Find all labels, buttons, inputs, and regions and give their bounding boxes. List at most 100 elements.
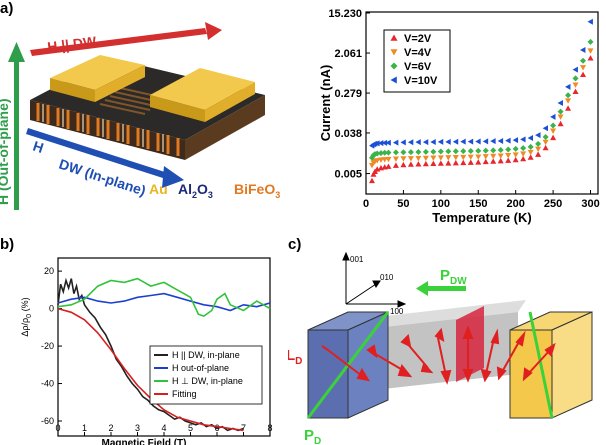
iv-data-point: [430, 138, 436, 145]
panel-label-a: a): [0, 0, 14, 17]
iv-data-point: [430, 155, 437, 161]
iv-data-point: [557, 120, 564, 127]
device-schematic: H || DW H (Out-of-plane) H DW (In-plane)…: [0, 22, 280, 210]
iv-legend-label: V=10V: [404, 75, 438, 87]
iv-data-point: [475, 159, 482, 165]
iv-data-point: [580, 65, 587, 71]
iv-data-point: [580, 46, 586, 53]
iv-legend-label: V=4V: [404, 47, 432, 59]
iv-data-point: [437, 148, 444, 155]
iv-data-point: [542, 125, 549, 132]
iv-data-point: [580, 57, 587, 64]
iv-data-point: [392, 149, 399, 156]
iv-data-point: [497, 147, 504, 154]
dw-in-plane-arrow: [26, 128, 184, 188]
iv-legend-marker: [390, 34, 398, 41]
iv-data-point: [415, 161, 422, 167]
iv-data-point: [520, 136, 526, 143]
iv-data-point: [392, 162, 399, 168]
mr-y-tick-label: -60: [41, 416, 54, 426]
iv-data-point: [527, 135, 534, 142]
iv-data-point: [490, 158, 497, 164]
iv-data-point: [512, 156, 519, 163]
mr-x-tick-label: 0: [55, 423, 60, 433]
iv-data-point: [368, 177, 375, 184]
al2o3-label: Al2O3: [178, 181, 213, 200]
iv-data-point: [475, 154, 482, 160]
iv-data-point: [587, 18, 593, 25]
iv-data-point: [587, 48, 594, 54]
iv-plot-frame: [365, 11, 599, 195]
iv-data-point: [385, 139, 391, 146]
iv-data-point: [407, 161, 414, 167]
iv-data-point: [392, 139, 399, 146]
iv-data-point: [572, 88, 579, 94]
iv-data-point: [437, 138, 444, 145]
h-out-of-plane-arrow: [8, 42, 25, 210]
iv-data-point: [452, 148, 459, 155]
iv-data-point: [512, 152, 519, 158]
iv-data-point: [542, 144, 549, 151]
mr-legend-label: Fitting: [172, 389, 197, 399]
iv-data-point: [587, 38, 594, 45]
iv-data-point: [467, 148, 474, 155]
h-label: H: [31, 138, 46, 156]
iv-data-point: [482, 147, 489, 154]
polarization-arrows: [321, 325, 556, 385]
iv-data-point: [550, 134, 557, 141]
iv-data-point: [482, 138, 489, 145]
iv-data-point: [572, 75, 579, 82]
iv-data-point: [505, 137, 511, 144]
mr-x-tick-label: 1: [82, 423, 87, 433]
iv-data-point: [527, 154, 534, 160]
iv-data-point: [542, 139, 549, 146]
mr-y-tick-label: -20: [41, 341, 54, 351]
axis-100-label: 100: [390, 307, 404, 316]
iv-y-tick-label: 15.230: [328, 8, 362, 20]
h-parallel-dw-arrow: [30, 22, 222, 56]
iv-data-point: [445, 155, 452, 161]
iv-data-point: [557, 108, 564, 115]
dw-in-plane-label: DW (In-plane): [57, 156, 148, 199]
iv-data-point: [482, 158, 489, 165]
iv-data-point: [385, 149, 392, 156]
iv-data-point: [557, 114, 564, 120]
iv-data-point: [527, 149, 534, 156]
iv-data-point: [490, 138, 496, 145]
iv-data-point: [527, 143, 534, 150]
iv-legend-marker: [390, 49, 398, 56]
l-d-label: LD: [288, 347, 302, 367]
iv-data-point: [520, 155, 527, 162]
mr-legend-box: [149, 345, 263, 405]
yellow-domain-cube: [509, 311, 593, 419]
iv-data-point: [497, 137, 504, 144]
iv-x-tick-label: 50: [397, 198, 409, 210]
iv-data-point: [400, 149, 407, 156]
iv-x-tick-label: 200: [506, 198, 524, 210]
mr-x-tick-label: 3: [135, 423, 140, 433]
iv-data-point: [565, 92, 572, 99]
iv-data-point: [490, 147, 497, 154]
iv-data-point: [422, 148, 429, 155]
iv-data-point: [520, 151, 527, 157]
iv-data-point: [512, 137, 519, 144]
p-dw-arrow: [416, 281, 466, 296]
iv-data-point: [512, 145, 519, 152]
iv-data-point: [475, 147, 482, 154]
iv-data-point: [505, 152, 512, 159]
iv-data-point: [445, 148, 452, 155]
p-dw-label: PDW: [440, 267, 467, 287]
iv-legend-label: V=6V: [404, 61, 432, 73]
iv-data-point: [370, 171, 377, 177]
iv-data-point: [430, 148, 437, 155]
iv-data-point: [381, 157, 388, 163]
gold-electrode-right: [150, 68, 255, 122]
iv-data-point: [467, 138, 474, 145]
gold-electrode-left: [50, 55, 145, 102]
iv-data-point: [452, 138, 459, 145]
axis-001-label: 001: [350, 255, 364, 264]
panel-label-b: b): [0, 236, 15, 253]
crystal-axes: [342, 251, 407, 308]
iv-data-point: [580, 71, 587, 78]
axis-010-label: 010: [380, 273, 394, 282]
